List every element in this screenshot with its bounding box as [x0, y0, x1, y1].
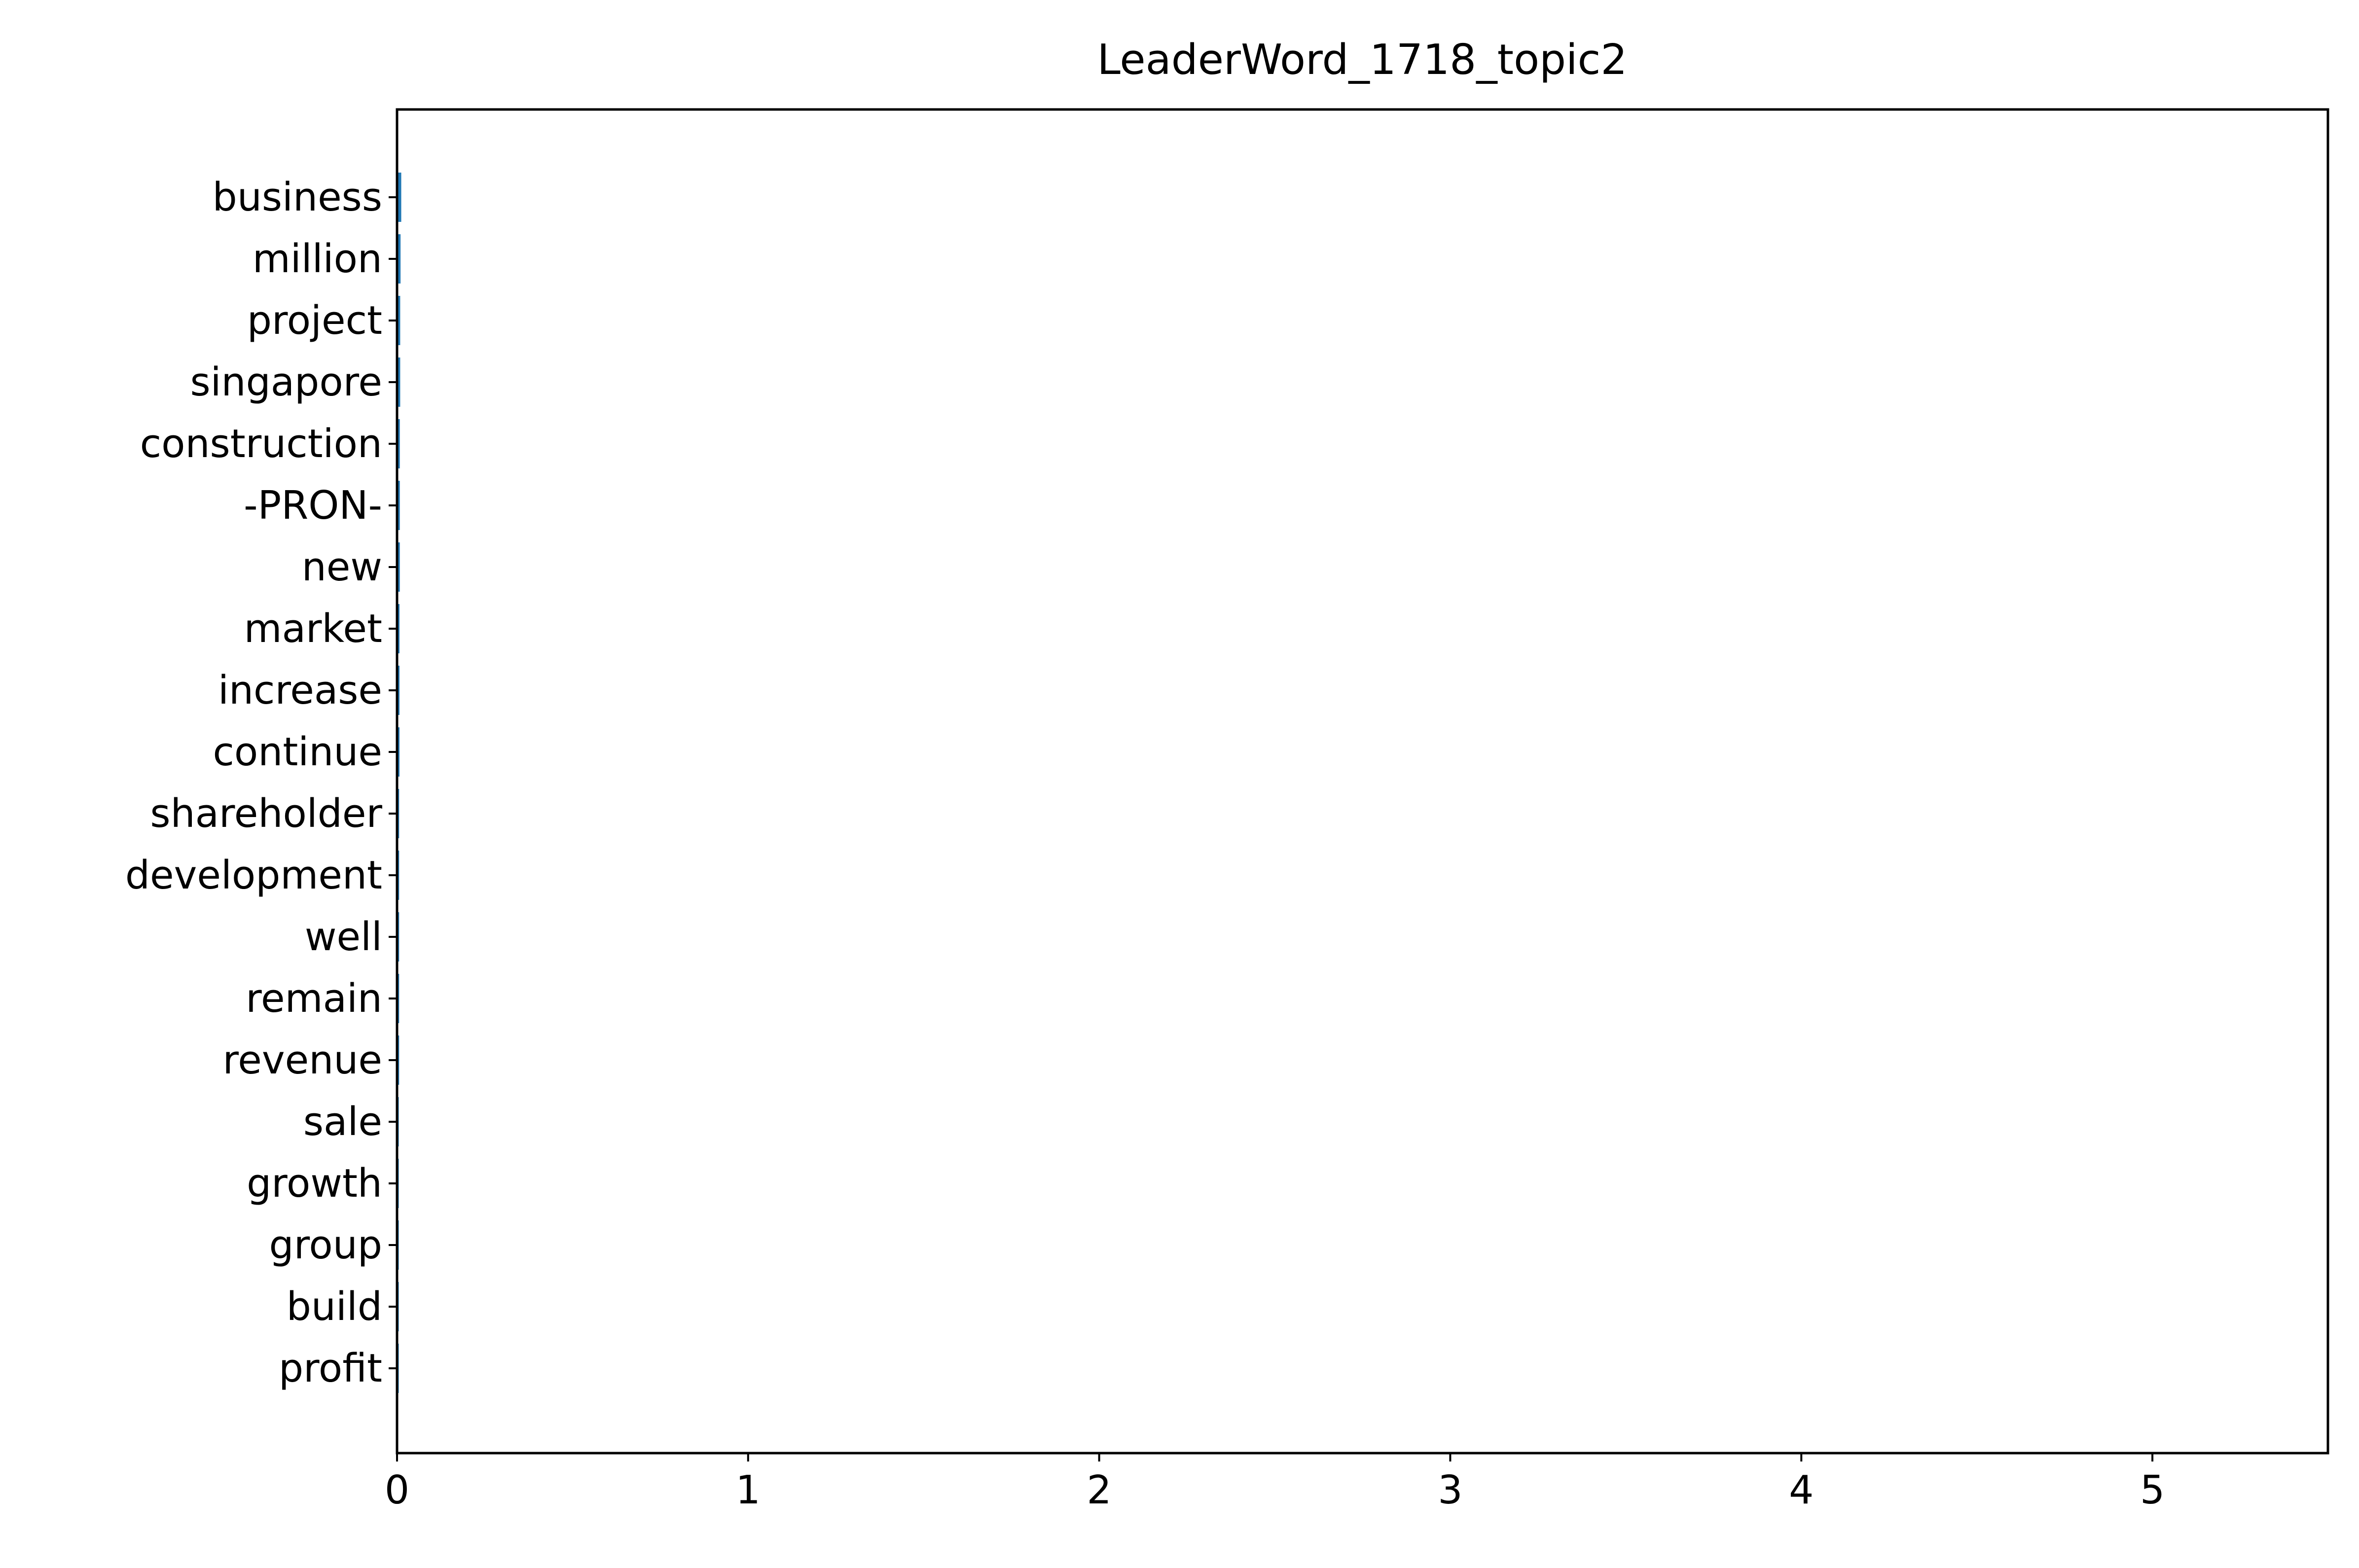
y-tick-label: shareholder — [150, 791, 382, 836]
x-axis-ticks: 0 1 2 3 4 5 — [385, 1453, 2165, 1513]
y-tick-label: market — [244, 606, 382, 651]
y-tick-label: group — [269, 1222, 382, 1268]
y-tick-label: -PRON- — [244, 483, 382, 528]
bar-business — [397, 173, 401, 222]
x-tick-label: 5 — [2140, 1467, 2165, 1513]
x-tick-label: 4 — [1789, 1467, 1814, 1513]
x-tick-label: 0 — [385, 1467, 409, 1513]
y-tick-label: remain — [246, 976, 382, 1021]
y-tick-label: project — [247, 298, 382, 343]
y-tick-label: well — [305, 914, 382, 960]
bar-project — [397, 296, 400, 345]
y-tick-label: continue — [213, 729, 382, 775]
x-tick-label: 1 — [736, 1467, 761, 1513]
y-tick-label: revenue — [223, 1037, 382, 1083]
y-tick-label: business — [213, 175, 382, 220]
x-tick-label: 3 — [1438, 1467, 1462, 1513]
bar-construction — [397, 419, 400, 468]
y-tick-label: growth — [247, 1161, 382, 1206]
y-tick-label: construction — [140, 421, 382, 466]
y-tick-label: profit — [279, 1346, 382, 1391]
y-tick-label: build — [287, 1284, 382, 1329]
y-tick-label: development — [125, 853, 382, 898]
y-axis-ticks: business million project singapore construct… — [125, 175, 397, 1391]
bar-singapore — [397, 357, 400, 407]
y-tick-label: million — [253, 236, 382, 282]
y-tick-label: new — [302, 544, 382, 590]
y-tick-label: singapore — [190, 359, 382, 405]
x-tick-label: 2 — [1087, 1467, 1112, 1513]
y-tick-label: increase — [218, 668, 382, 713]
bar-new — [397, 542, 400, 592]
plot-area-frame — [396, 108, 2329, 1455]
bar-pron — [397, 481, 400, 530]
y-tick-label: sale — [303, 1099, 382, 1144]
bar-million — [397, 234, 401, 284]
chart-title: LeaderWord_1718_topic2 — [1097, 36, 1628, 84]
